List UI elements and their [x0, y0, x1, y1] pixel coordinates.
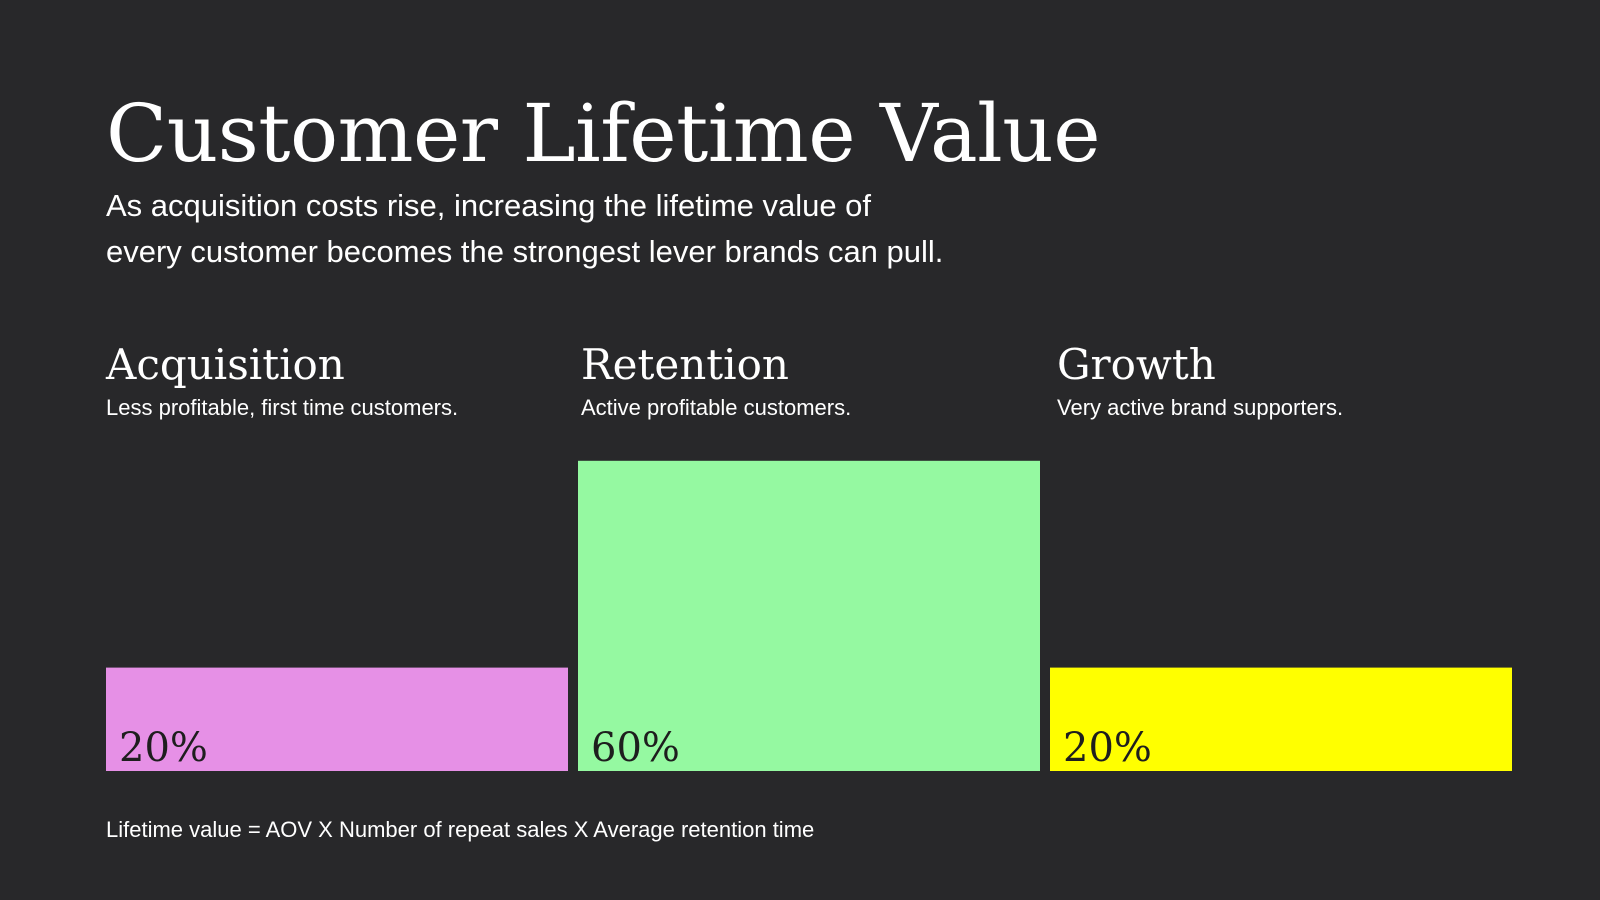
bar-retention	[578, 460, 1040, 771]
page-subtitle: As acquisition costs rise, increasing th…	[106, 183, 1066, 275]
category-description-growth: Very active brand supporters.	[1057, 395, 1344, 420]
category-description-acquisition: Less profitable, first time customers.	[106, 395, 459, 420]
category-description-retention: Active profitable customers.	[581, 395, 852, 420]
bar-growth	[1050, 667, 1512, 771]
category-title-growth: Growth	[1057, 340, 1216, 389]
value-label-growth: 20%	[1063, 725, 1152, 771]
subtitle-line-1: As acquisition costs rise, increasing th…	[106, 188, 872, 223]
value-label-acquisition: 20%	[119, 725, 208, 771]
subtitle-line-2: every customer becomes the strongest lev…	[106, 234, 944, 269]
category-title-acquisition: Acquisition	[106, 340, 345, 389]
bar-acquisition	[106, 667, 568, 771]
lifetime-value-formula: Lifetime value = AOV X Number of repeat …	[106, 817, 815, 842]
page-title: Customer Lifetime Value	[106, 87, 1101, 180]
category-title-retention: Retention	[581, 340, 789, 389]
value-label-retention: 60%	[591, 725, 680, 771]
column-header-retention: Retention Active profitable customers.	[581, 338, 1051, 422]
column-header-acquisition: Acquisition Less profitable, first time …	[106, 338, 576, 422]
column-header-growth: Growth Very active brand supporters.	[1057, 338, 1527, 422]
